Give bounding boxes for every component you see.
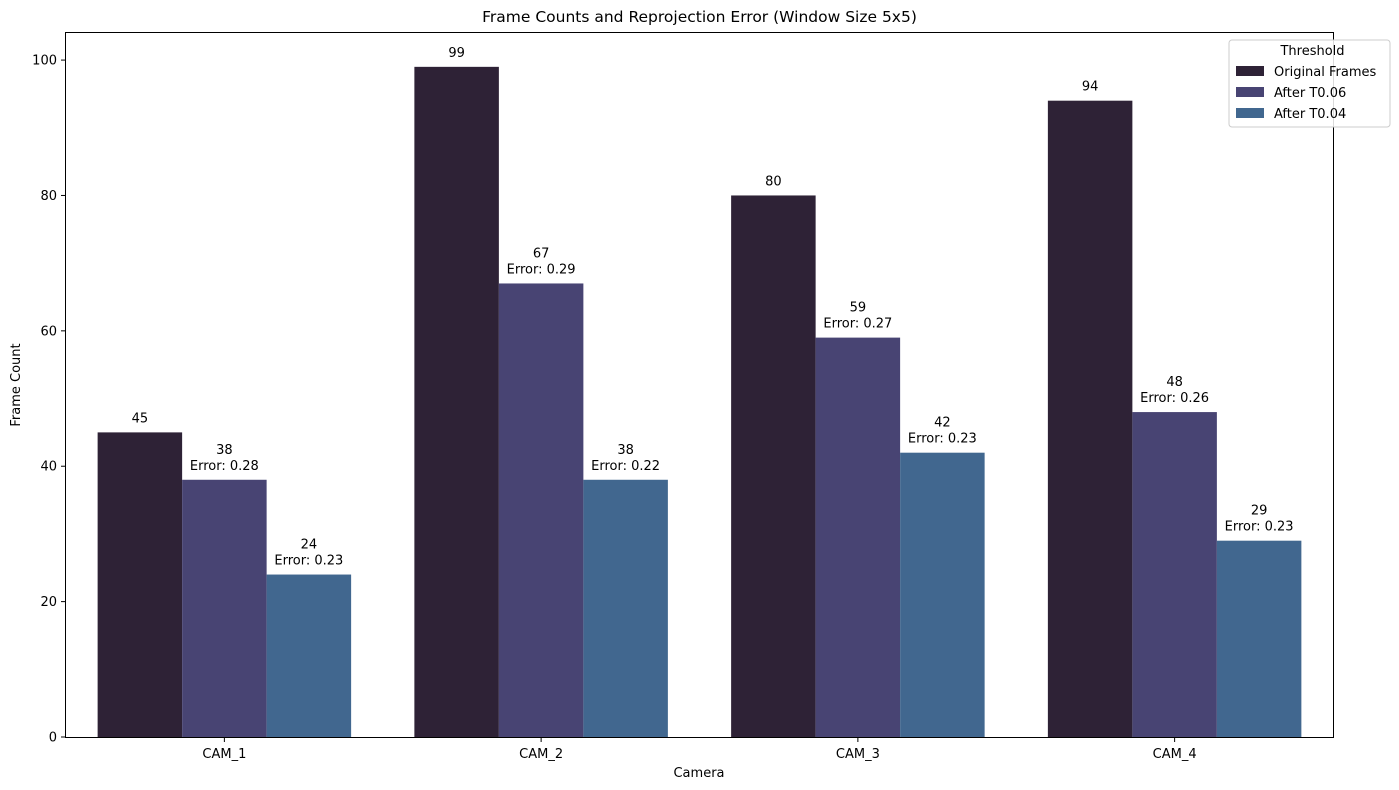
legend-entry-label: After T0.06 <box>1274 86 1346 101</box>
x-tick-label: CAM_2 <box>519 747 563 762</box>
legend: Threshold Original Frames After T0.06 After… <box>1228 39 1391 128</box>
bar-original-frames-cam-1 <box>97 432 183 737</box>
legend-swatch <box>1236 66 1264 76</box>
data-label-error: Error: 0.28 <box>190 459 259 474</box>
bar-after-t0-06-cam-2 <box>498 283 584 737</box>
legend-swatch <box>1236 87 1264 97</box>
bar-after-t0-06-cam-1 <box>182 479 267 737</box>
bar-after-t0-06-cam-4 <box>1132 412 1217 737</box>
data-label-error: Error: 0.23 <box>1225 520 1294 535</box>
legend-title: Threshold <box>1279 44 1344 59</box>
data-label-error: Error: 0.23 <box>274 554 343 569</box>
data-label-value: 80 <box>765 174 782 189</box>
y-tick-label: 80 <box>40 189 57 204</box>
bar-original-frames-cam-4 <box>1047 100 1133 737</box>
data-label-value: 67 <box>533 246 550 261</box>
y-tick-label: 0 <box>49 731 57 746</box>
bar-after-t0-04-cam-2 <box>583 479 668 737</box>
y-axis-label: Frame Count <box>9 343 24 426</box>
data-label-value: 48 <box>1166 375 1183 390</box>
x-tick-label: CAM_3 <box>836 747 880 762</box>
y-tick-label: 40 <box>40 460 57 475</box>
data-label-error: Error: 0.23 <box>908 432 977 447</box>
bar-after-t0-04-cam-1 <box>266 574 352 737</box>
legend-box <box>1228 39 1391 128</box>
bar-after-t0-06-cam-3 <box>815 337 901 737</box>
x-tick-label: CAM_1 <box>202 747 246 762</box>
data-label-value: 29 <box>1251 504 1268 519</box>
x-axis: CAM_1 CAM_2 CAM_3 CAM_4 <box>202 737 1197 762</box>
y-tick-label: 100 <box>32 54 57 69</box>
data-label-error: Error: 0.29 <box>507 262 576 277</box>
bar-after-t0-04-cam-4 <box>1216 540 1302 737</box>
data-label-value: 99 <box>448 46 465 61</box>
data-label-error: Error: 0.22 <box>591 459 660 474</box>
y-tick-label: 60 <box>40 324 57 339</box>
bar-original-frames-cam-2 <box>414 66 499 738</box>
plot-frame <box>65 32 1334 738</box>
data-label-value: 59 <box>850 301 867 316</box>
data-label-value: 45 <box>132 411 149 426</box>
legend-entry-label: Original Frames <box>1274 65 1377 80</box>
data-label-value: 38 <box>216 443 233 458</box>
data-label-value: 24 <box>301 538 318 553</box>
y-axis: 0 20 40 60 80 100 <box>32 54 66 746</box>
bars-layer <box>97 66 1302 738</box>
bar-original-frames-cam-3 <box>731 195 816 737</box>
legend-entry-label: After T0.04 <box>1274 107 1346 122</box>
x-tick-label: CAM_4 <box>1153 747 1197 762</box>
data-label-value: 38 <box>617 443 634 458</box>
chart-title: Frame Counts and Reprojection Error (Win… <box>482 8 917 26</box>
legend-swatch <box>1236 108 1264 118</box>
x-axis-label: Camera <box>673 766 724 781</box>
y-tick-label: 20 <box>40 595 57 610</box>
data-label-value: 94 <box>1082 80 1099 95</box>
bar-after-t0-04-cam-3 <box>900 452 985 737</box>
data-label-error: Error: 0.27 <box>823 317 892 332</box>
data-label-error: Error: 0.26 <box>1140 391 1209 406</box>
data-label-value: 42 <box>934 416 951 431</box>
